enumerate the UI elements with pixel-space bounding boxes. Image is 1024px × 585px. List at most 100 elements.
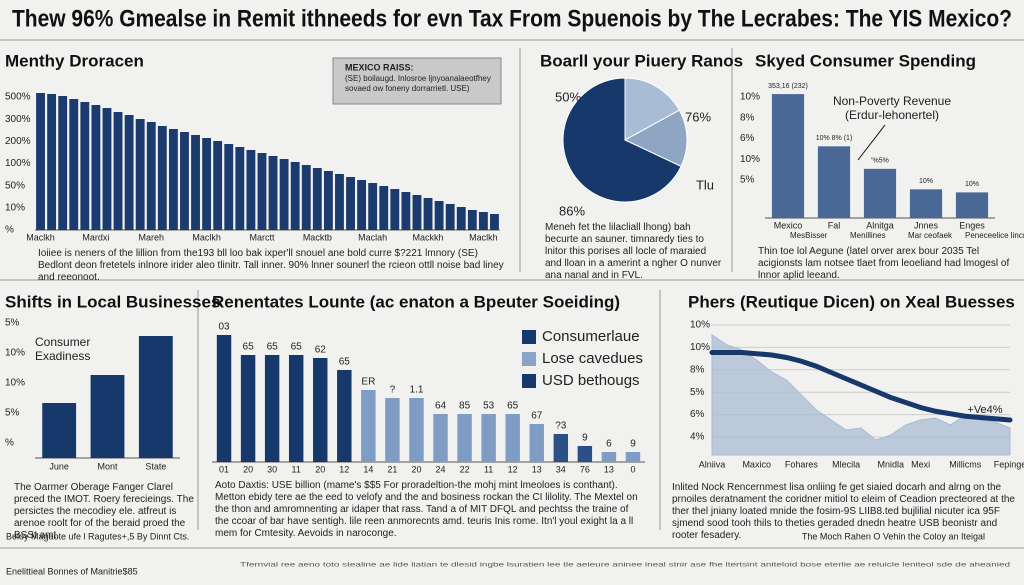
y-axis-label: 6% <box>690 409 705 420</box>
x-tick-label: Mardxi <box>82 232 109 242</box>
bar <box>202 138 212 230</box>
bar <box>264 355 280 462</box>
bar-note: 65 <box>243 342 255 353</box>
bar-note: 85 <box>459 401 471 412</box>
bar <box>817 146 851 218</box>
annotation: Exadiness <box>35 349 90 363</box>
bar-note: 65 <box>507 401 519 412</box>
x-tick-label: 30 <box>267 464 277 474</box>
bar <box>423 198 433 230</box>
x-tick-label: Marctt <box>249 232 275 242</box>
x-tick-label: 20 <box>243 464 253 474</box>
bar-note: 9 <box>582 433 588 444</box>
bar <box>379 186 389 230</box>
bar-note: '%5% <box>871 158 889 165</box>
y-axis-label: 200% <box>5 136 31 147</box>
bar <box>180 132 189 230</box>
caption: The Oarmer Oberage Fanger Clarel preced … <box>14 482 194 541</box>
bar <box>224 144 234 230</box>
caption: Aoto Daxtis: USE billion (mame's $$5 For… <box>215 480 638 539</box>
bar <box>909 189 943 218</box>
bar-note: 53 <box>483 401 495 412</box>
y-axis-label: 5% <box>740 175 755 186</box>
bar <box>240 355 256 462</box>
bar <box>146 122 156 230</box>
y-axis-label: 10% <box>740 92 760 103</box>
x-tick-label: Mexico <box>774 220 803 230</box>
y-axis-label: 10% <box>740 154 760 165</box>
y-axis-label: 10% <box>690 342 710 353</box>
x-tick-label: 13 <box>604 464 614 474</box>
bar <box>312 168 322 230</box>
pie-slice <box>624 77 681 141</box>
bar <box>955 192 989 218</box>
x-tick-label: Mareh <box>138 232 164 242</box>
bar <box>168 129 178 230</box>
bar <box>577 446 593 462</box>
bar <box>490 214 499 230</box>
y-axis-label: 4% <box>690 432 705 443</box>
pie-label: 50% <box>555 89 581 104</box>
bar <box>42 403 77 458</box>
chart-title: Phers (Reutique Dicen) on Xeal Buesses <box>688 292 1015 311</box>
annotation: Non-Poverty Revenue <box>833 94 951 108</box>
x-tick-label: Mackkh <box>413 232 444 242</box>
bar <box>346 177 355 230</box>
legend-label: MesBisser <box>790 231 828 240</box>
bar <box>478 212 488 230</box>
x-tick-label: Enges <box>959 220 985 230</box>
x-tick-label: Fepinge <box>994 459 1024 469</box>
x-tick-label: Maclah <box>358 232 387 242</box>
bar-note: 67 <box>531 411 543 422</box>
page-title: Thew 96% Gmealse in Remit ithneeds for e… <box>12 5 1012 32</box>
x-tick-label: Fohares <box>785 459 819 469</box>
caption: Ioiiee is neners of the lillion from the… <box>38 248 504 283</box>
bar <box>213 141 223 230</box>
line <box>709 350 1013 423</box>
legend-label: Peneceelice lincnarse <box>965 231 1024 240</box>
x-tick-label: 01 <box>219 464 229 474</box>
bar <box>47 94 57 230</box>
bar <box>433 414 448 462</box>
bar <box>135 119 145 230</box>
legend-label: Menillines <box>850 231 886 240</box>
bar <box>191 135 200 230</box>
bar <box>390 189 400 230</box>
x-tick-label: 14 <box>363 464 373 474</box>
bar <box>445 204 455 230</box>
x-tick-label: 13 <box>532 464 542 474</box>
bar-note: 62 <box>315 345 327 356</box>
x-tick-label: 21 <box>387 464 397 474</box>
pie-label: Tlu <box>696 177 714 192</box>
bar <box>409 398 424 462</box>
x-tick-label: Millicms <box>949 459 981 469</box>
arrow <box>857 124 886 161</box>
x-tick-label: Mont <box>97 461 118 471</box>
pie-label: 76% <box>685 109 711 124</box>
y-axis-label: % <box>5 438 14 449</box>
bar <box>268 156 278 230</box>
bar <box>113 112 123 230</box>
bar <box>90 375 125 458</box>
x-tick-label: 12 <box>339 464 349 474</box>
bar <box>235 147 245 230</box>
bar-note: ER <box>361 377 375 388</box>
note-text: (SE) boilaugd. Inlosroe ljnyoanalaeotfhe… <box>345 74 491 93</box>
chart-title: Renentates Lounte (ac enaton a Bpeuter S… <box>212 292 620 311</box>
bar <box>771 94 805 218</box>
y-axis-label: 10% <box>690 320 710 331</box>
bar <box>102 108 112 230</box>
x-tick-label: Maclkh <box>26 232 55 242</box>
bar <box>385 398 400 462</box>
x-tick-label: Maclkh <box>469 232 498 242</box>
bar <box>69 99 79 230</box>
bar <box>401 192 411 230</box>
y-axis-label: 50% <box>5 180 25 191</box>
annotation: Consumer <box>35 335 90 349</box>
bar <box>368 183 378 230</box>
bar <box>80 102 90 230</box>
x-tick-label: 22 <box>460 464 470 474</box>
annotation: +Ve4% <box>967 404 1002 416</box>
